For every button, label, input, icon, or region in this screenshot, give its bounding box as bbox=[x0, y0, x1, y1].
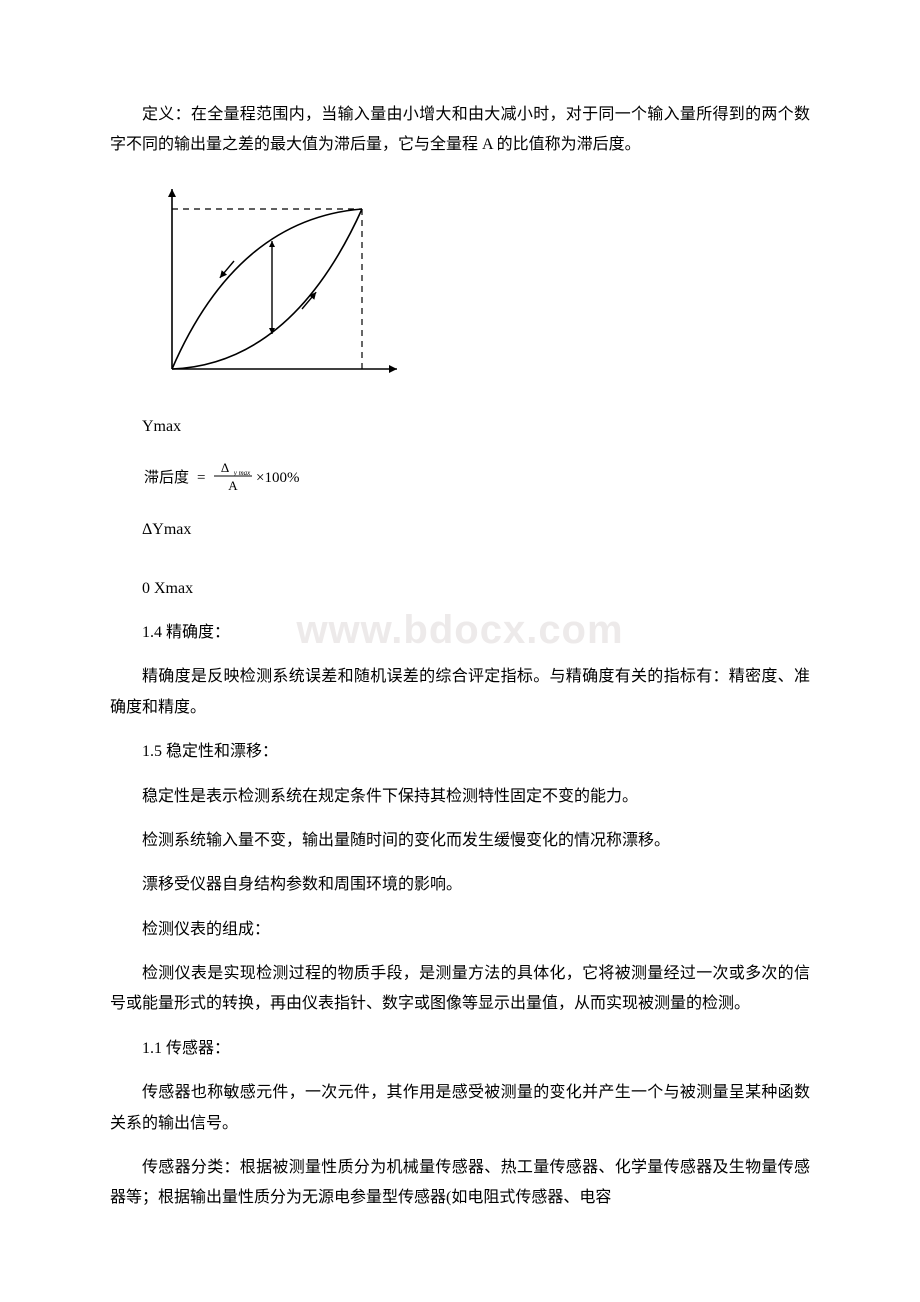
section-1-4-heading: 1.4 精确度： bbox=[110, 618, 810, 648]
svg-text:A: A bbox=[228, 478, 238, 493]
svg-text:Δ: Δ bbox=[221, 460, 229, 475]
xmax-label: 0 Xmax bbox=[110, 574, 810, 604]
svg-text:滞后度: 滞后度 bbox=[144, 469, 189, 486]
svg-text:=: = bbox=[197, 470, 205, 486]
sensor-definition-paragraph: 传感器也称敏感元件，一次元件，其作用是感受被测量的变化并产生一个与被测量呈某种函… bbox=[110, 1078, 810, 1139]
instrument-composition-paragraph: 检测仪表是实现检测过程的物质手段，是测量方法的具体化，它将被测量经过一次或多次的… bbox=[110, 959, 810, 1020]
definition-paragraph: 定义：在全量程范围内，当输入量由小增大和由大减小时，对于同一个输入量所得到的两个… bbox=[110, 100, 810, 161]
page-content: 定义：在全量程范围内，当输入量由小增大和由大减小时，对于同一个输入量所得到的两个… bbox=[110, 100, 810, 1214]
section-1-5-heading: 1.5 稳定性和漂移： bbox=[110, 737, 810, 767]
drift-paragraph: 检测系统输入量不变，输出量随时间的变化而发生缓慢变化的情况称漂移。 bbox=[110, 826, 810, 856]
delta-ymax-label: ΔYmax bbox=[110, 515, 810, 545]
hysteresis-diagram bbox=[110, 179, 810, 394]
stability-paragraph-1: 稳定性是表示检测系统在规定条件下保持其检测特性固定不变的能力。 bbox=[110, 782, 810, 812]
sensor-classification-paragraph: 传感器分类：根据被测量性质分为机械量传感器、热工量传感器、化学量传感器及生物量传… bbox=[110, 1153, 810, 1214]
ymax-label: Ymax bbox=[110, 412, 810, 442]
hysteresis-svg bbox=[142, 179, 402, 389]
section-1-1-heading: 1.1 传感器： bbox=[110, 1034, 810, 1064]
svg-text:×100%: ×100% bbox=[256, 470, 299, 486]
accuracy-paragraph: 精确度是反映检测系统误差和随机误差的综合评定指标。与精确度有关的指标有：精密度、… bbox=[110, 662, 810, 723]
drift-factors-paragraph: 漂移受仪器自身结构参数和周围环境的影响。 bbox=[110, 870, 810, 900]
instrument-composition-heading: 检测仪表的组成： bbox=[110, 915, 810, 945]
formula-svg: 滞后度=Δy maxA×100% bbox=[142, 456, 342, 496]
hysteresis-formula: 滞后度=Δy maxA×100% bbox=[142, 456, 810, 501]
